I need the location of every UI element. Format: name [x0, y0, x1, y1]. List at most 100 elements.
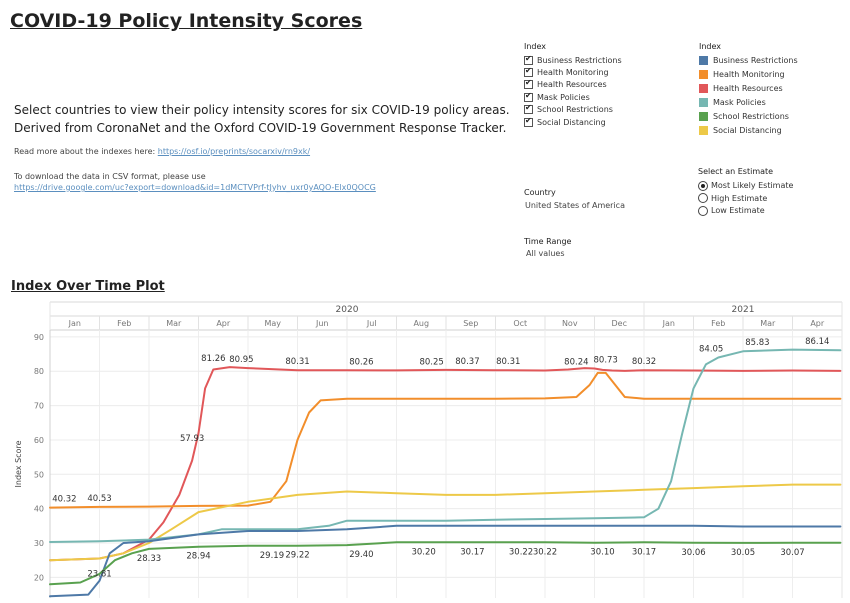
- y-tick-label: 60: [34, 436, 44, 445]
- series-line-school-restrictions: [49, 541, 842, 586]
- data-label: 80.26: [349, 357, 373, 367]
- filter-label: Health Resources: [537, 80, 607, 90]
- legend-item-mask-policies[interactable]: Mask Policies: [699, 96, 766, 109]
- data-label: 28.33: [137, 554, 161, 564]
- data-label: 30.06: [681, 548, 705, 558]
- checkbox-mask-policies[interactable]: [524, 91, 533, 102]
- estimate-label: Select an Estimate: [698, 167, 774, 176]
- legend-item-health-monitoring[interactable]: Health Monitoring: [699, 68, 785, 81]
- filter-label: School Restrictions: [537, 105, 613, 115]
- legend-item-social-distancing[interactable]: Social Distancing: [699, 124, 782, 137]
- filter-label: Mask Policies: [537, 92, 590, 102]
- data-label: 40.32: [52, 495, 76, 505]
- filter-label: Business Restrictions: [537, 55, 622, 65]
- radio-button[interactable]: [698, 180, 708, 191]
- month-label-jan: Jan: [662, 319, 675, 328]
- filter-social-distancing[interactable]: Social Distancing: [524, 116, 606, 128]
- data-label: 80.95: [229, 355, 253, 365]
- checkbox-school-restrictions[interactable]: [524, 103, 533, 115]
- data-label: 30.07: [780, 548, 804, 558]
- filter-label: Social Distancing: [537, 117, 606, 127]
- data-label: 40.53: [87, 494, 111, 504]
- intro-text: Select countries to view their policy in…: [14, 103, 510, 135]
- radio-button[interactable]: [698, 205, 708, 216]
- month-label-jun: Jun: [315, 319, 329, 328]
- series-line-health-resources: [49, 366, 842, 562]
- filter-business-restrictions[interactable]: Business Restrictions: [524, 54, 622, 66]
- filter-school-restrictions[interactable]: School Restrictions: [524, 103, 613, 116]
- month-label-mar: Mar: [166, 319, 182, 328]
- data-label: 81.26: [201, 354, 225, 364]
- series-line-mask-policies: [49, 348, 842, 543]
- legend-item-health-resources[interactable]: Health Resources: [699, 82, 783, 95]
- legend-label: School Restrictions: [713, 111, 789, 121]
- data-label: 86.14: [805, 337, 829, 347]
- read-more-link[interactable]: https://osf.io/preprints/socarxiv/rn9xk/: [157, 147, 311, 156]
- data-label: 84.05: [699, 344, 723, 354]
- month-label-nov: Nov: [562, 319, 578, 328]
- legend-label: Health Resources: [713, 83, 783, 93]
- estimate-option-most-likely-estimate[interactable]: Most Likely Estimate: [698, 179, 793, 192]
- data-label: 29.40: [349, 550, 373, 560]
- estimate-option-low-estimate[interactable]: Low Estimate: [698, 204, 765, 217]
- index-filter-label: Index: [524, 42, 547, 51]
- legend-swatch: [699, 83, 708, 93]
- radio-label: Most Likely Estimate: [711, 181, 794, 190]
- index-filter: Index Business Restrictions Health Monito…: [524, 42, 684, 132]
- time-range-value[interactable]: All values: [526, 249, 565, 258]
- y-tick-label: 40: [34, 505, 44, 514]
- month-label-oct: Oct: [513, 319, 527, 328]
- filter-health-monitoring[interactable]: Health Monitoring: [524, 66, 609, 78]
- data-label: 80.31: [285, 357, 309, 367]
- data-label: 80.37: [455, 357, 479, 367]
- legend-label: Mask Policies: [713, 97, 766, 107]
- legend-swatch: [699, 56, 708, 65]
- country-label: Country: [524, 188, 556, 197]
- data-label: 80.25: [419, 357, 443, 367]
- download-link[interactable]: https://drive.google.com/uc?export=downl…: [14, 183, 376, 192]
- data-label: 30.20: [411, 547, 435, 557]
- estimate-option-high-estimate[interactable]: High Estimate: [698, 192, 767, 205]
- month-label-mar: Mar: [760, 319, 776, 328]
- checkbox-health-resources[interactable]: [524, 78, 533, 90]
- data-label: 29.22: [285, 551, 309, 561]
- month-label-apr: Apr: [810, 319, 825, 328]
- series-line-business-restrictions: [49, 524, 842, 598]
- data-label: 57.93: [180, 434, 204, 444]
- series-line-social-distancing: [49, 483, 842, 562]
- series-line-health-monitoring: [49, 371, 842, 509]
- data-label: 23.81: [87, 569, 111, 579]
- legend-swatch: [699, 97, 708, 107]
- legend-item-school-restrictions[interactable]: School Restrictions: [699, 110, 789, 123]
- data-label: 80.73: [594, 356, 618, 366]
- radio-button[interactable]: [698, 193, 708, 203]
- country-value[interactable]: United States of America: [525, 201, 625, 210]
- data-label: 30.22: [509, 547, 533, 557]
- filter-label: Health Monitoring: [537, 67, 609, 77]
- y-tick-label: 50: [34, 470, 44, 479]
- legend-swatch: [699, 111, 708, 121]
- legend-label: Health Monitoring: [713, 69, 785, 79]
- checkbox-business-restrictions[interactable]: [524, 54, 533, 65]
- checkbox-social-distancing[interactable]: [524, 116, 533, 127]
- month-label-dec: Dec: [612, 319, 627, 328]
- radio-label: High Estimate: [711, 193, 768, 203]
- year-label-2021: 2021: [732, 305, 755, 315]
- filter-mask-policies[interactable]: Mask Policies: [524, 91, 590, 103]
- data-label: 30.17: [460, 547, 484, 557]
- filter-health-resources[interactable]: Health Resources: [524, 78, 607, 91]
- data-label: 85.83: [745, 338, 769, 348]
- plot-title: Index Over Time Plot: [11, 279, 165, 294]
- data-label: 30.05: [731, 548, 755, 558]
- y-tick-label: 70: [34, 402, 44, 411]
- month-label-jan: Jan: [68, 319, 81, 328]
- legend-item-business-restrictions[interactable]: Business Restrictions: [699, 54, 798, 67]
- data-label: 30.22: [533, 547, 557, 557]
- legend-swatch: [699, 69, 708, 79]
- month-label-apr: Apr: [216, 319, 231, 328]
- time-range-label: Time Range: [524, 237, 572, 246]
- data-label: 80.31: [496, 357, 520, 367]
- checkbox-health-monitoring[interactable]: [524, 66, 533, 77]
- month-label-jul: Jul: [366, 319, 377, 328]
- legend-label: Business Restrictions: [713, 56, 798, 65]
